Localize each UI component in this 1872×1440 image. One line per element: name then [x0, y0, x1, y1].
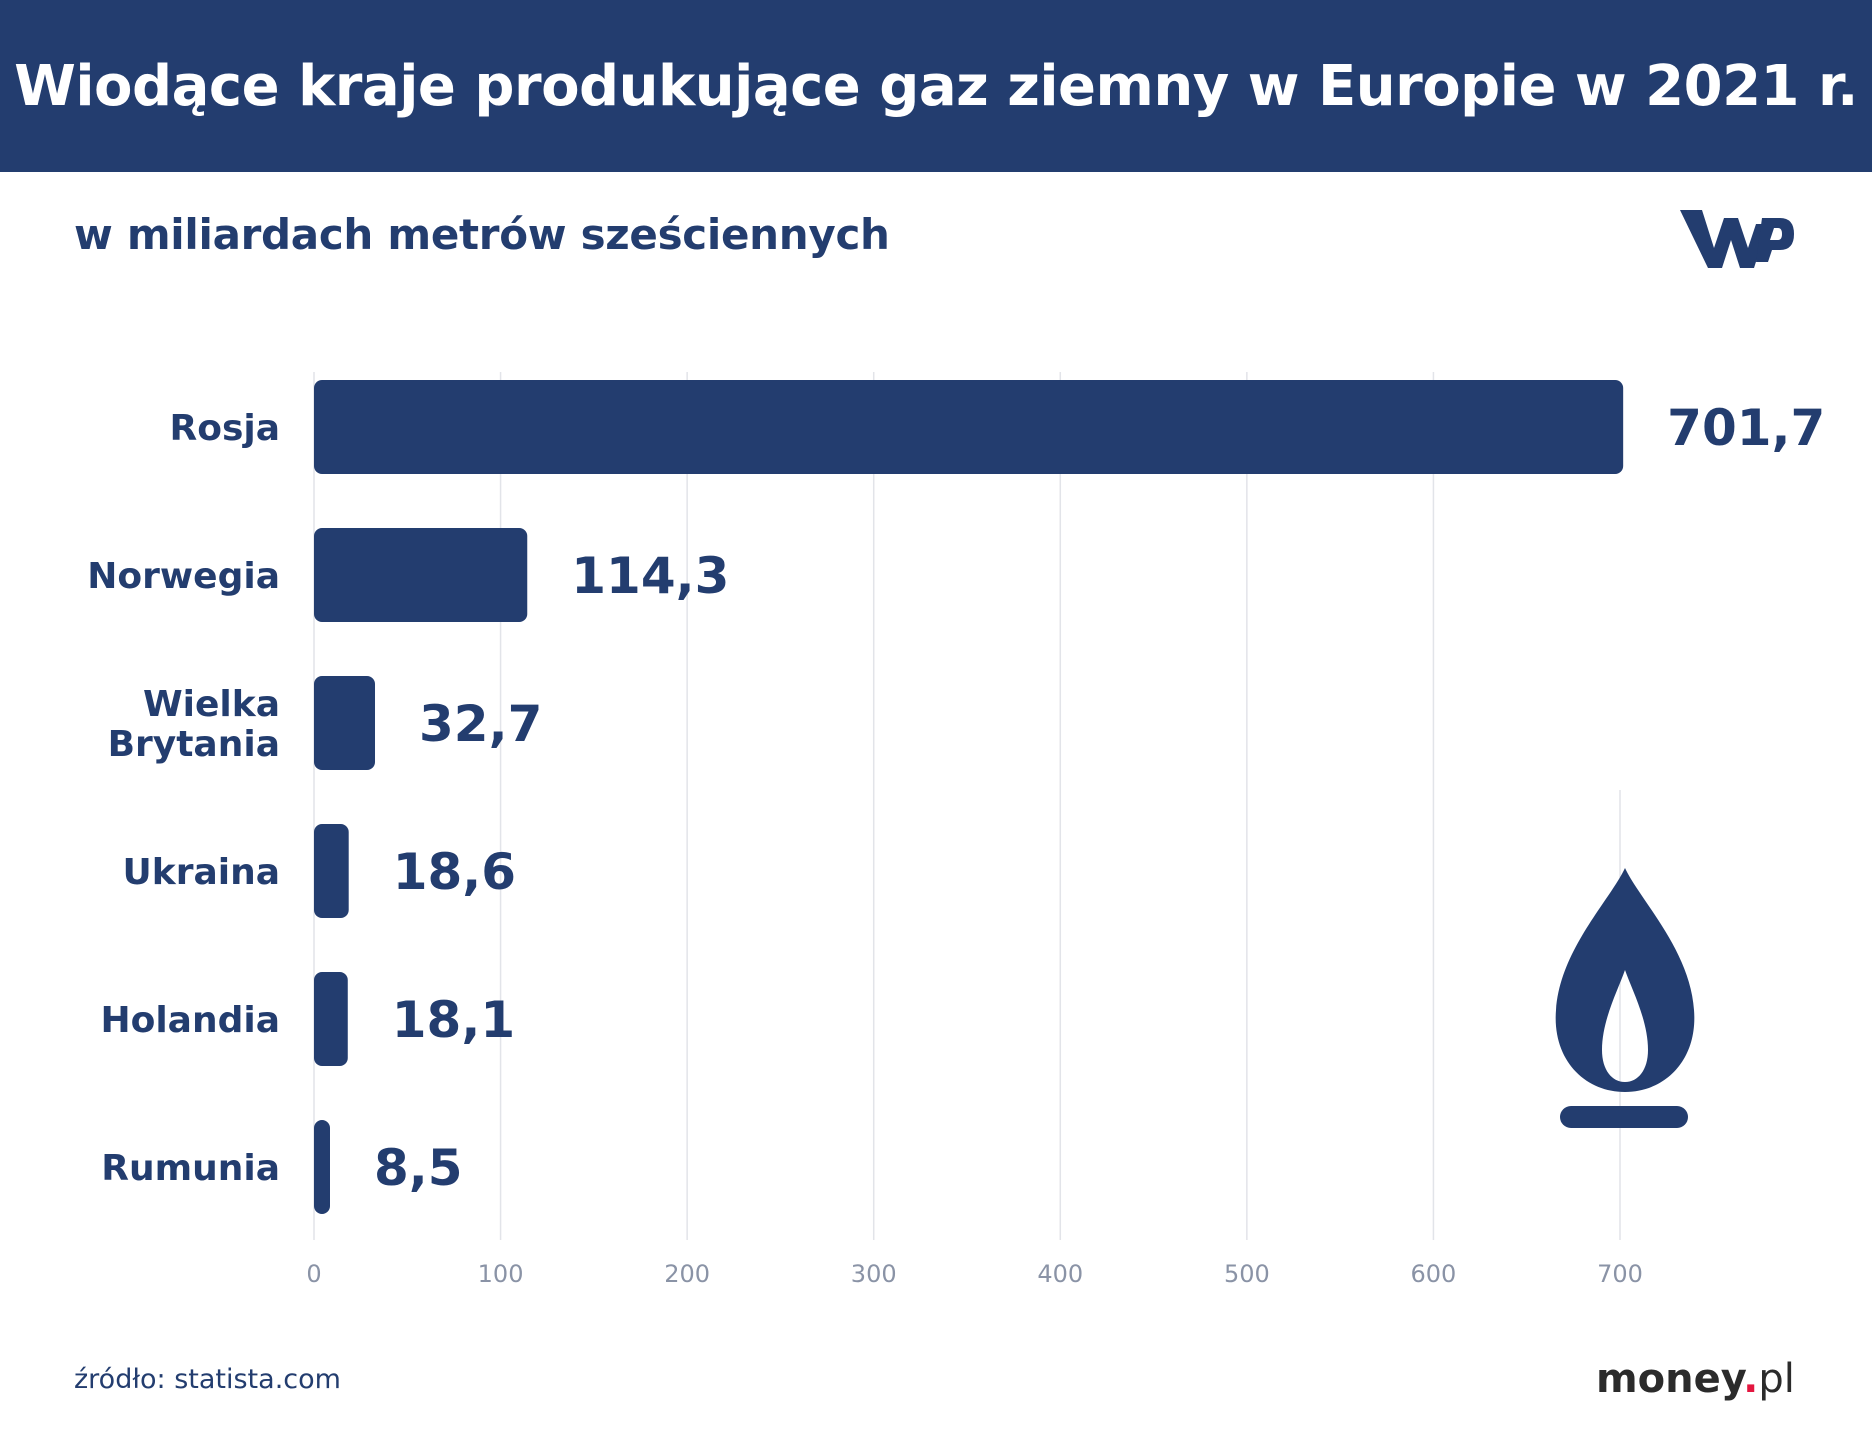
gas-flame-icon: [1555, 868, 1695, 1128]
category-label: Ukraina: [123, 852, 280, 893]
bar: [314, 380, 1624, 474]
data-label: 18,1: [392, 991, 515, 1049]
bar: [314, 528, 528, 622]
brand-name: money: [1596, 1356, 1744, 1402]
category-label: Holandia: [100, 1000, 280, 1041]
bar: [314, 824, 349, 918]
brand-dot: .: [1743, 1356, 1759, 1402]
money-pl-logo: money.pl: [1596, 1356, 1795, 1402]
grid-lines: [313, 372, 1621, 1240]
data-label: 114,3: [571, 547, 729, 605]
x-tick-label: 100: [478, 1260, 524, 1288]
x-axis-ticks: 0 100 200 300 400 500 600 700: [306, 1260, 1643, 1288]
data-label: 18,6: [393, 843, 516, 901]
x-tick-label: 700: [1597, 1260, 1643, 1288]
x-tick-label: 0: [306, 1260, 321, 1288]
x-tick-label: 500: [1224, 1260, 1270, 1288]
category-label: Wielka: [143, 684, 280, 725]
x-tick-label: 400: [1037, 1260, 1083, 1288]
bar: [314, 1120, 330, 1214]
source-note: źródło: statista.com: [74, 1364, 341, 1395]
header-banner: Wiodące kraje produkujące gaz ziemny w E…: [0, 0, 1872, 172]
category-label: Norwegia: [87, 556, 280, 597]
brand-tld: pl: [1758, 1356, 1795, 1402]
data-label: 32,7: [419, 695, 542, 753]
bar: [314, 972, 348, 1066]
x-tick-label: 300: [851, 1260, 897, 1288]
data-label: 8,5: [374, 1139, 463, 1197]
category-label: Rumunia: [101, 1148, 280, 1189]
value-labels: 701,7 114,3 32,7 18,6 18,1 8,5: [374, 399, 1825, 1197]
category-label: Brytania: [108, 724, 280, 765]
data-label: 701,7: [1667, 399, 1825, 457]
x-tick-label: 600: [1411, 1260, 1457, 1288]
wp-logo-icon: [1680, 210, 1794, 268]
chart-title: Wiodące kraje produkujące gaz ziemny w E…: [14, 53, 1858, 119]
category-label: Rosja: [169, 408, 280, 449]
chart-subtitle: w miliardach metrów sześciennych: [74, 210, 890, 259]
bar: [314, 676, 376, 770]
bars: [314, 380, 1624, 1214]
x-tick-label: 200: [664, 1260, 710, 1288]
